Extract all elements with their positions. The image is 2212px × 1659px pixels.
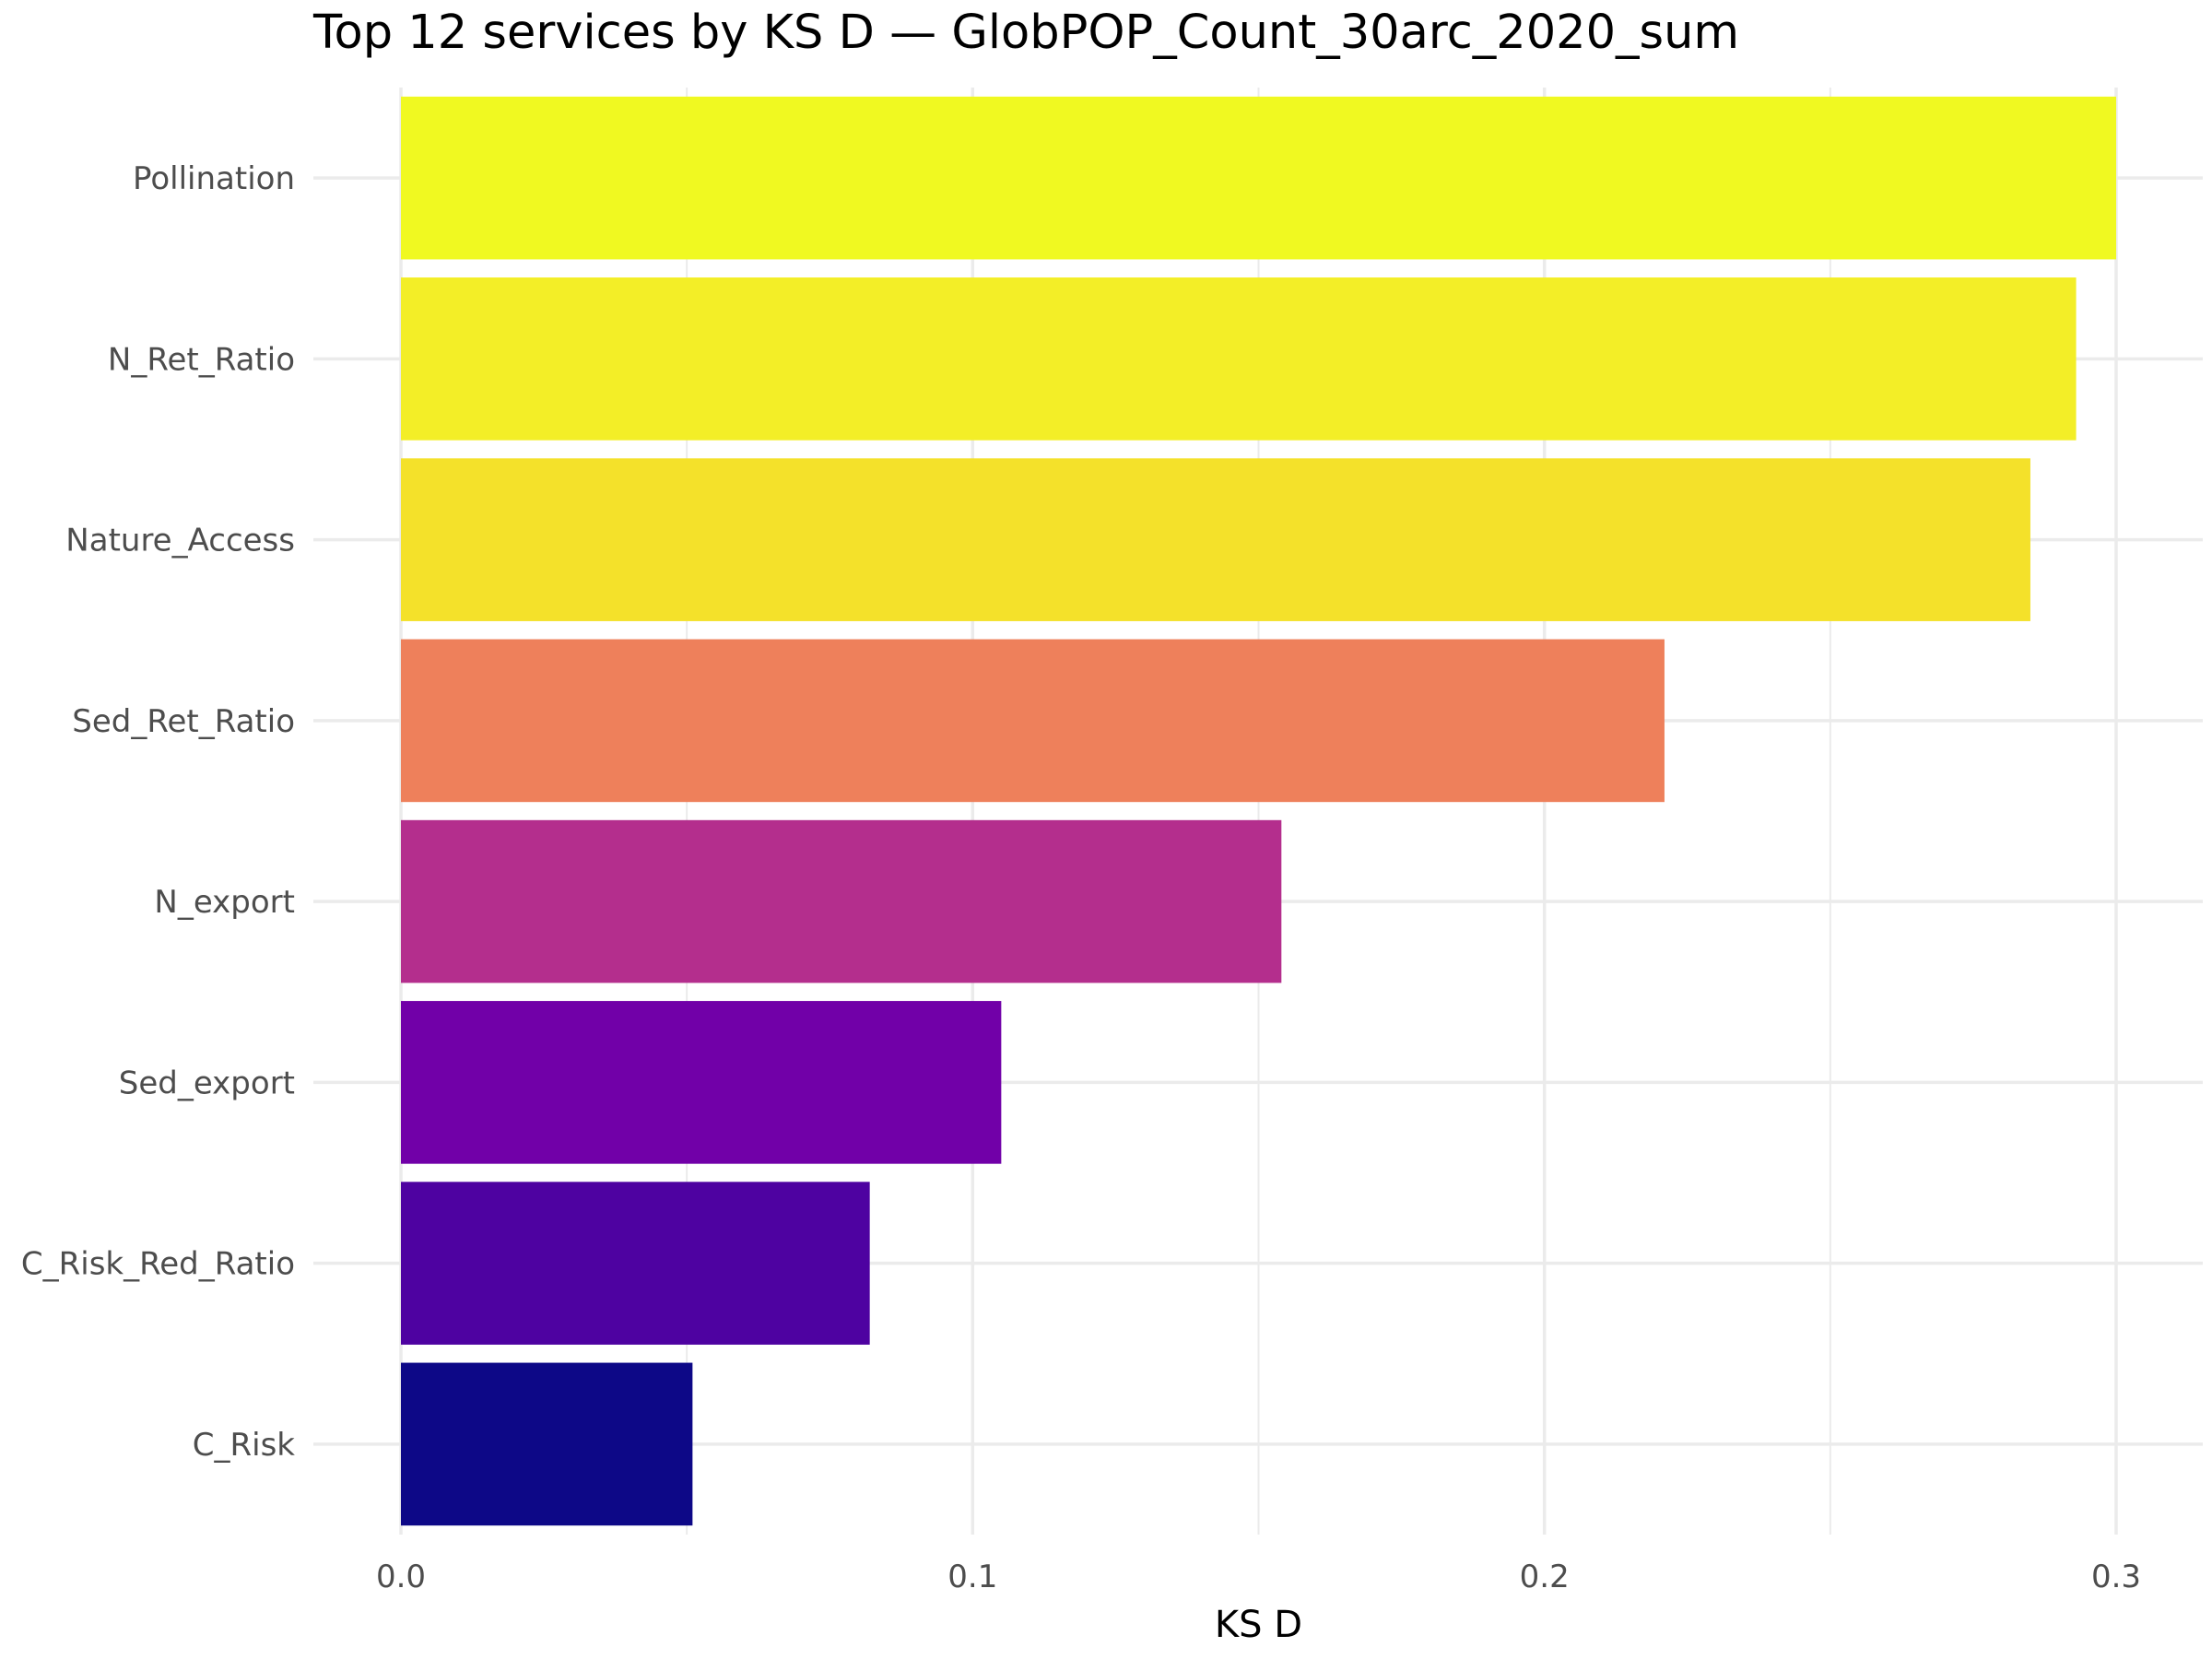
category-label: C_Risk_Red_Ratio [21,1246,295,1283]
chart-title: Top 12 services by KS D — GlobPOP_Count_… [313,6,1740,60]
category-label: Sed_export [119,1065,295,1101]
bar-nature-access [401,458,2030,621]
category-label: Pollination [133,160,295,197]
category-label: N_export [154,884,295,921]
bar-sed-export [401,1001,1002,1164]
bar-c-risk-red-ratio [401,1182,870,1345]
bar-n-ret-ratio [401,277,2077,441]
bar-n-export [401,819,1282,983]
category-labels: Pollination N_Ret_Ratio Nature_Access Sed_R… [21,160,295,1464]
category-label: Nature_Access [65,523,295,559]
x-tick-label: 0.1 [947,1559,997,1595]
x-tick-label: 0.3 [2091,1559,2141,1595]
category-label: N_Ret_Ratio [108,341,295,378]
bar-sed-ret-ratio [401,639,1665,803]
bar-pollination [401,96,2116,260]
x-axis-title: KS D [1215,1604,1302,1646]
x-tick-labels: 0.0 0.1 0.2 0.3 [376,1559,2141,1595]
category-label: C_Risk [193,1427,296,1464]
x-tick-label: 0.2 [1520,1559,1570,1595]
x-tick-label: 0.0 [376,1559,426,1595]
bars [401,96,2116,1526]
category-label: Sed_Ret_Ratio [72,703,295,740]
bar-c-risk [401,1362,693,1526]
